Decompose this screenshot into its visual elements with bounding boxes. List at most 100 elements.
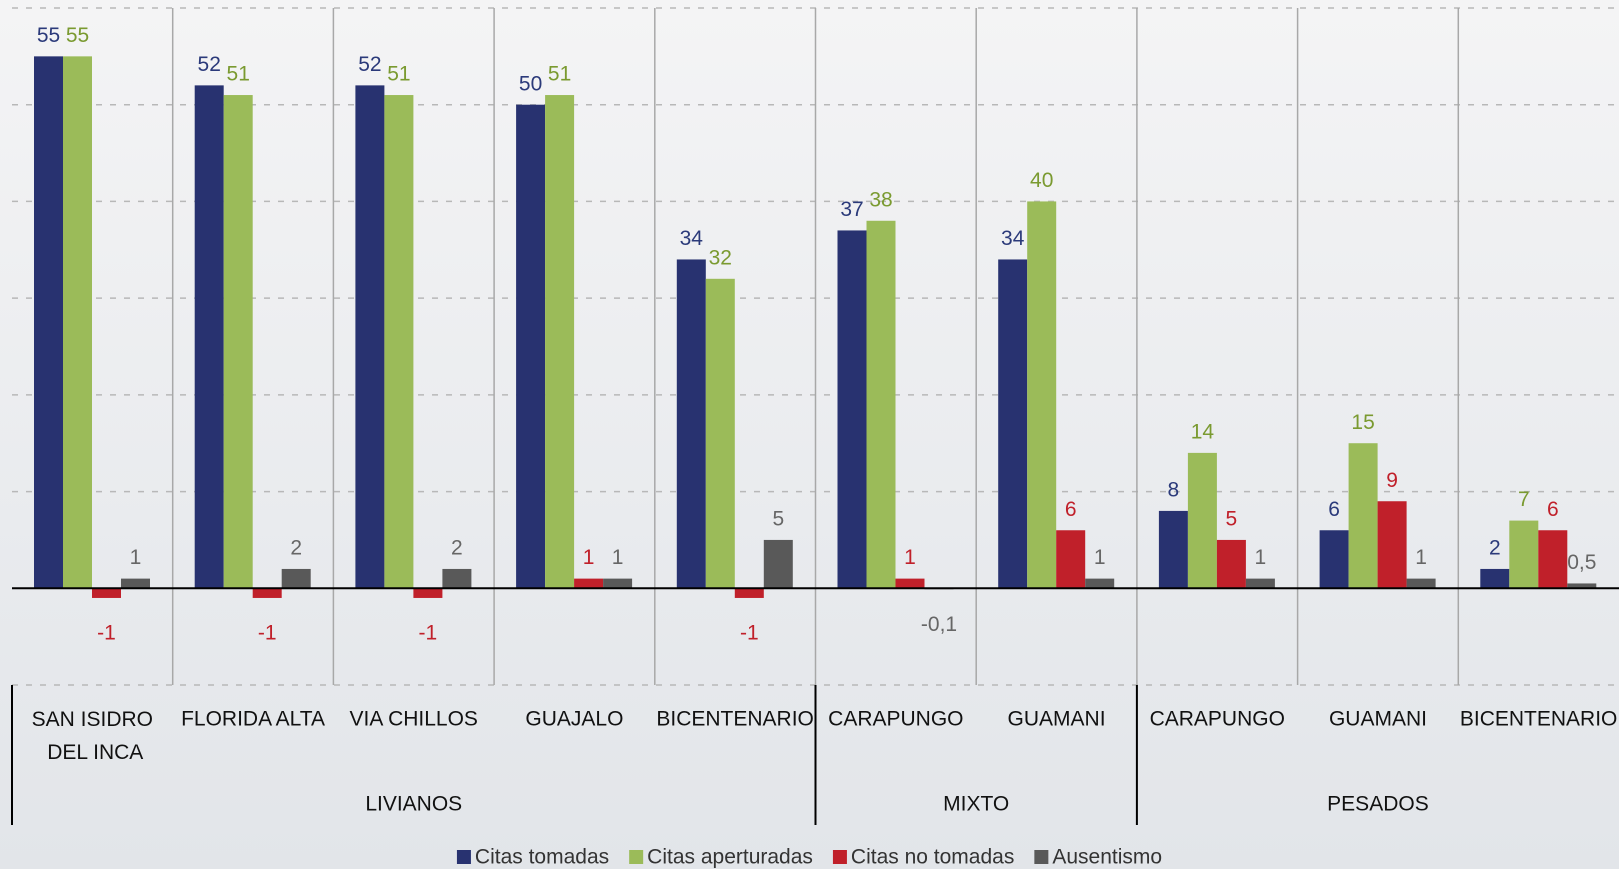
bar [121, 578, 150, 589]
data-label: 2 [1489, 536, 1501, 559]
bar [574, 578, 604, 589]
x-tick-label: FLORIDA ALTA [181, 708, 325, 731]
x-tick-label: GUAMANI [1329, 708, 1427, 731]
group-label: MIXTO [943, 793, 1009, 816]
data-label: -1 [258, 622, 277, 645]
data-label: -0,1 [921, 613, 957, 636]
bar [1319, 530, 1349, 589]
data-label: 14 [1191, 420, 1215, 443]
x-tick-label: GUAMANI [1008, 708, 1106, 731]
data-label: 5 [1226, 507, 1238, 530]
data-label: 1 [1415, 546, 1427, 569]
data-label: 1 [612, 546, 624, 569]
bar [413, 588, 443, 598]
bar [1085, 578, 1115, 589]
data-label: 7 [1518, 488, 1530, 511]
x-tick-label: GUAJALO [525, 708, 623, 731]
data-label: 1 [1255, 546, 1267, 569]
bar [442, 568, 472, 589]
bar [1158, 510, 1188, 589]
bar [1480, 568, 1510, 589]
bar [252, 588, 282, 598]
data-label: 50 [519, 72, 542, 95]
legend-label: Citas tomadas [475, 846, 609, 869]
group-label: PESADOS [1327, 793, 1429, 816]
group-label: LIVIANOS [365, 793, 462, 816]
bar [63, 56, 92, 589]
bar [194, 85, 224, 589]
data-label: 38 [869, 188, 892, 211]
bar [837, 230, 867, 589]
x-tick-label: VIA CHILLOS [350, 708, 478, 731]
data-label: 1 [130, 546, 142, 569]
data-label: 52 [198, 53, 221, 76]
bar [763, 539, 793, 589]
bar [1027, 201, 1057, 589]
data-label: 2 [290, 536, 302, 559]
data-label: 34 [1001, 227, 1025, 250]
data-label: 40 [1030, 169, 1053, 192]
legend-swatch [1034, 850, 1049, 864]
bar [603, 578, 633, 589]
legend-swatch [629, 850, 644, 864]
data-label: 55 [37, 24, 60, 47]
bar [895, 578, 925, 589]
data-label: -1 [97, 622, 116, 645]
bar [1187, 452, 1217, 589]
legend-swatch [456, 850, 471, 864]
bar [1348, 443, 1378, 589]
bar [34, 56, 63, 589]
bar [1216, 539, 1246, 589]
data-label: 55 [66, 24, 89, 47]
data-label: 1 [1094, 546, 1106, 569]
bar [734, 588, 764, 598]
data-label: 32 [709, 246, 732, 269]
data-label: 34 [680, 227, 704, 250]
data-label: 1 [904, 546, 916, 569]
legend-label: Citas aperturadas [647, 846, 813, 869]
legend-swatch [832, 850, 847, 864]
data-label: 6 [1328, 498, 1340, 521]
bar [1377, 501, 1407, 589]
x-tick-label: SAN ISIDRO DEL INCA [32, 708, 153, 764]
bar [705, 278, 735, 589]
bar [384, 95, 414, 589]
data-label: 52 [358, 53, 381, 76]
bar [545, 95, 575, 589]
bar [223, 95, 253, 589]
bar [355, 85, 385, 589]
data-label: 15 [1351, 411, 1374, 434]
x-tick-label: BICENTENARIO [656, 708, 814, 731]
x-tick-label: CARAPUNGO [1150, 708, 1285, 731]
bar [281, 568, 311, 589]
bar [1056, 530, 1086, 589]
bar [516, 104, 546, 589]
data-label: 5 [772, 507, 784, 530]
data-label: -1 [419, 622, 438, 645]
data-label: 6 [1547, 498, 1559, 521]
data-label: 6 [1065, 498, 1077, 521]
data-label: 51 [548, 63, 571, 86]
data-label: 8 [1168, 478, 1180, 501]
bar [1509, 520, 1539, 589]
data-label: 2 [451, 536, 463, 559]
bar [1567, 583, 1597, 589]
legend-label: Ausentismo [1052, 846, 1162, 869]
data-label: 1 [583, 546, 595, 569]
data-label: 9 [1386, 469, 1398, 492]
data-label: 37 [840, 198, 863, 221]
data-label: -1 [740, 622, 759, 645]
bar [1406, 578, 1436, 589]
bar [676, 259, 706, 589]
data-label: 51 [227, 63, 250, 86]
legend-label: Citas no tomadas [851, 846, 1014, 869]
bar [1538, 530, 1568, 589]
bar [1245, 578, 1275, 589]
x-tick-label: CARAPUNGO [828, 708, 963, 731]
bar [92, 588, 121, 598]
data-label: 51 [387, 63, 410, 86]
x-tick-label: BICENTENARIO [1460, 708, 1618, 731]
bar [998, 259, 1028, 589]
bar [866, 220, 896, 589]
